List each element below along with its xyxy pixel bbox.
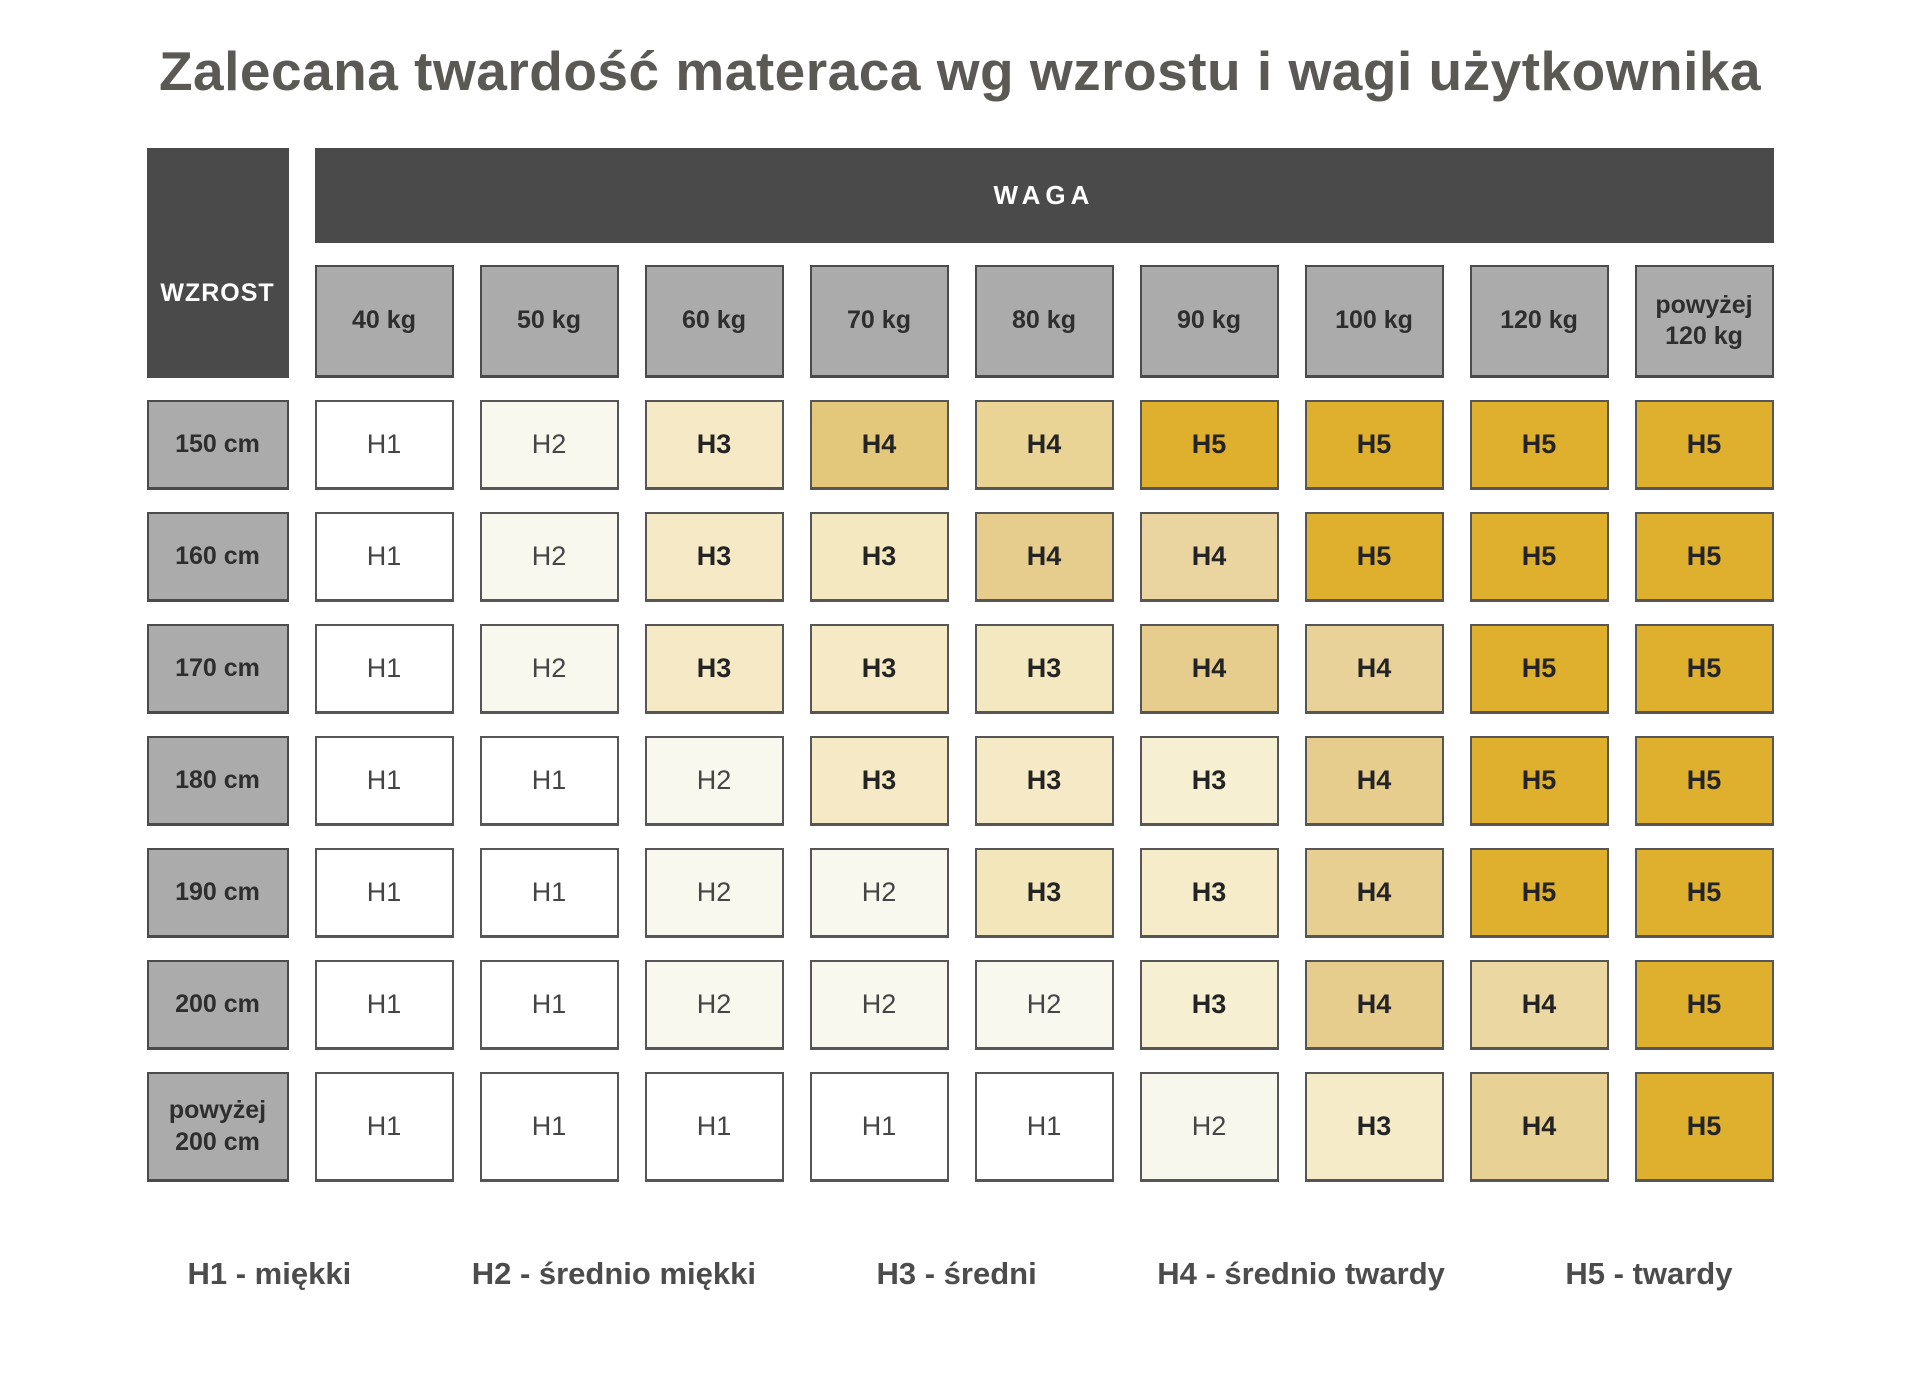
matrix-cell: H5 [1634,848,1774,938]
matrix-cell: H1 [479,1072,619,1182]
legend: H1 - miękki H2 - średnio miękki H3 - średn… [188,1256,1733,1292]
matrix-cell: H1 [809,1072,949,1182]
matrix-cell: H2 [644,960,784,1050]
matrix-cell: H2 [479,400,619,490]
col-header: 120 kg [1469,265,1609,378]
col-header: 70 kg [809,265,949,378]
matrix-cell: H4 [1304,960,1444,1050]
infographic-page: Zalecana twardość materaca wg wzrostu i … [0,38,1920,1395]
matrix-cell: H3 [644,624,784,714]
matrix-cell: H1 [479,848,619,938]
matrix-cell: H1 [479,736,619,826]
firmness-table: WZROST WAGA 40 kg 50 kg 60 kg 70 kg 80 kg 90 … [146,148,1774,1182]
row-header: 160 cm [146,512,289,602]
matrix-cell: H2 [809,960,949,1050]
matrix-cell: H4 [1469,1072,1609,1182]
matrix-cell: H5 [1304,512,1444,602]
col-group-header: WAGA [314,148,1774,243]
matrix-cell: H2 [479,512,619,602]
matrix-cell: H1 [644,1072,784,1182]
matrix-cell: H5 [1634,960,1774,1050]
matrix-cell: H4 [1469,960,1609,1050]
matrix-cell: H4 [1139,624,1279,714]
matrix-cell: H3 [974,848,1114,938]
row-group-header: WZROST [146,148,289,378]
matrix-cell: H3 [809,512,949,602]
matrix-cell: H3 [809,736,949,826]
matrix-cell: H2 [1139,1072,1279,1182]
row-header: 180 cm [146,736,289,826]
matrix-cell: H4 [974,512,1114,602]
matrix-cell: H1 [314,736,454,826]
matrix-cell: H2 [479,624,619,714]
matrix-cell: H2 [974,960,1114,1050]
col-header: 60 kg [644,265,784,378]
row-header: powyżej 200 cm [146,1072,289,1182]
matrix-cell: H3 [1304,1072,1444,1182]
matrix-cell: H4 [1304,624,1444,714]
matrix-cell: H5 [1634,624,1774,714]
col-header: 100 kg [1304,265,1444,378]
matrix-cell: H2 [809,848,949,938]
legend-item: H1 - miękki [187,1256,352,1291]
col-header: 90 kg [1139,265,1279,378]
matrix-cell: H1 [314,400,454,490]
matrix-cell: H3 [1139,736,1279,826]
row-header: 170 cm [146,624,289,714]
legend-item: H3 - średni [876,1256,1037,1291]
matrix-cell: H5 [1634,736,1774,826]
matrix-cell: H3 [644,400,784,490]
matrix-cell: H3 [644,512,784,602]
row-header: 190 cm [146,848,289,938]
page-title: Zalecana twardość materaca wg wzrostu i … [158,40,1762,102]
matrix-cell: H3 [974,736,1114,826]
matrix-cell: H5 [1634,512,1774,602]
matrix-cell: H4 [1304,848,1444,938]
matrix-cell: H3 [1139,960,1279,1050]
matrix-cell: H1 [314,848,454,938]
matrix-cell: H5 [1469,400,1609,490]
matrix-cell: H2 [644,736,784,826]
matrix-cell: H2 [644,848,784,938]
col-header: 80 kg [974,265,1114,378]
matrix-cell: H4 [974,400,1114,490]
matrix-cell: H1 [314,512,454,602]
matrix-cell: H5 [1139,400,1279,490]
col-header: 40 kg [314,265,454,378]
matrix-cell: H3 [1139,848,1279,938]
matrix-cell: H5 [1469,512,1609,602]
matrix-cell: H5 [1469,624,1609,714]
matrix-cell: H4 [809,400,949,490]
matrix-cell: H4 [1139,512,1279,602]
matrix-cell: H3 [809,624,949,714]
row-header: 200 cm [146,960,289,1050]
legend-item: H2 - średnio miękki [471,1256,756,1291]
col-header: powyżej 120 kg [1634,265,1774,378]
col-header: 50 kg [479,265,619,378]
matrix-cell: H3 [974,624,1114,714]
matrix-cell: H1 [314,624,454,714]
matrix-cell: H5 [1634,400,1774,490]
matrix-cell: H1 [479,960,619,1050]
matrix-cell: H5 [1469,736,1609,826]
matrix-cell: H4 [1304,736,1444,826]
matrix-cell: H1 [314,1072,454,1182]
matrix-cell: H5 [1634,1072,1774,1182]
legend-item: H5 - twardy [1565,1256,1733,1291]
row-header: 150 cm [146,400,289,490]
matrix-cell: H5 [1304,400,1444,490]
legend-item: H4 - średnio twardy [1157,1256,1445,1291]
matrix-cell: H5 [1469,848,1609,938]
matrix-cell: H1 [314,960,454,1050]
matrix-cell: H1 [974,1072,1114,1182]
